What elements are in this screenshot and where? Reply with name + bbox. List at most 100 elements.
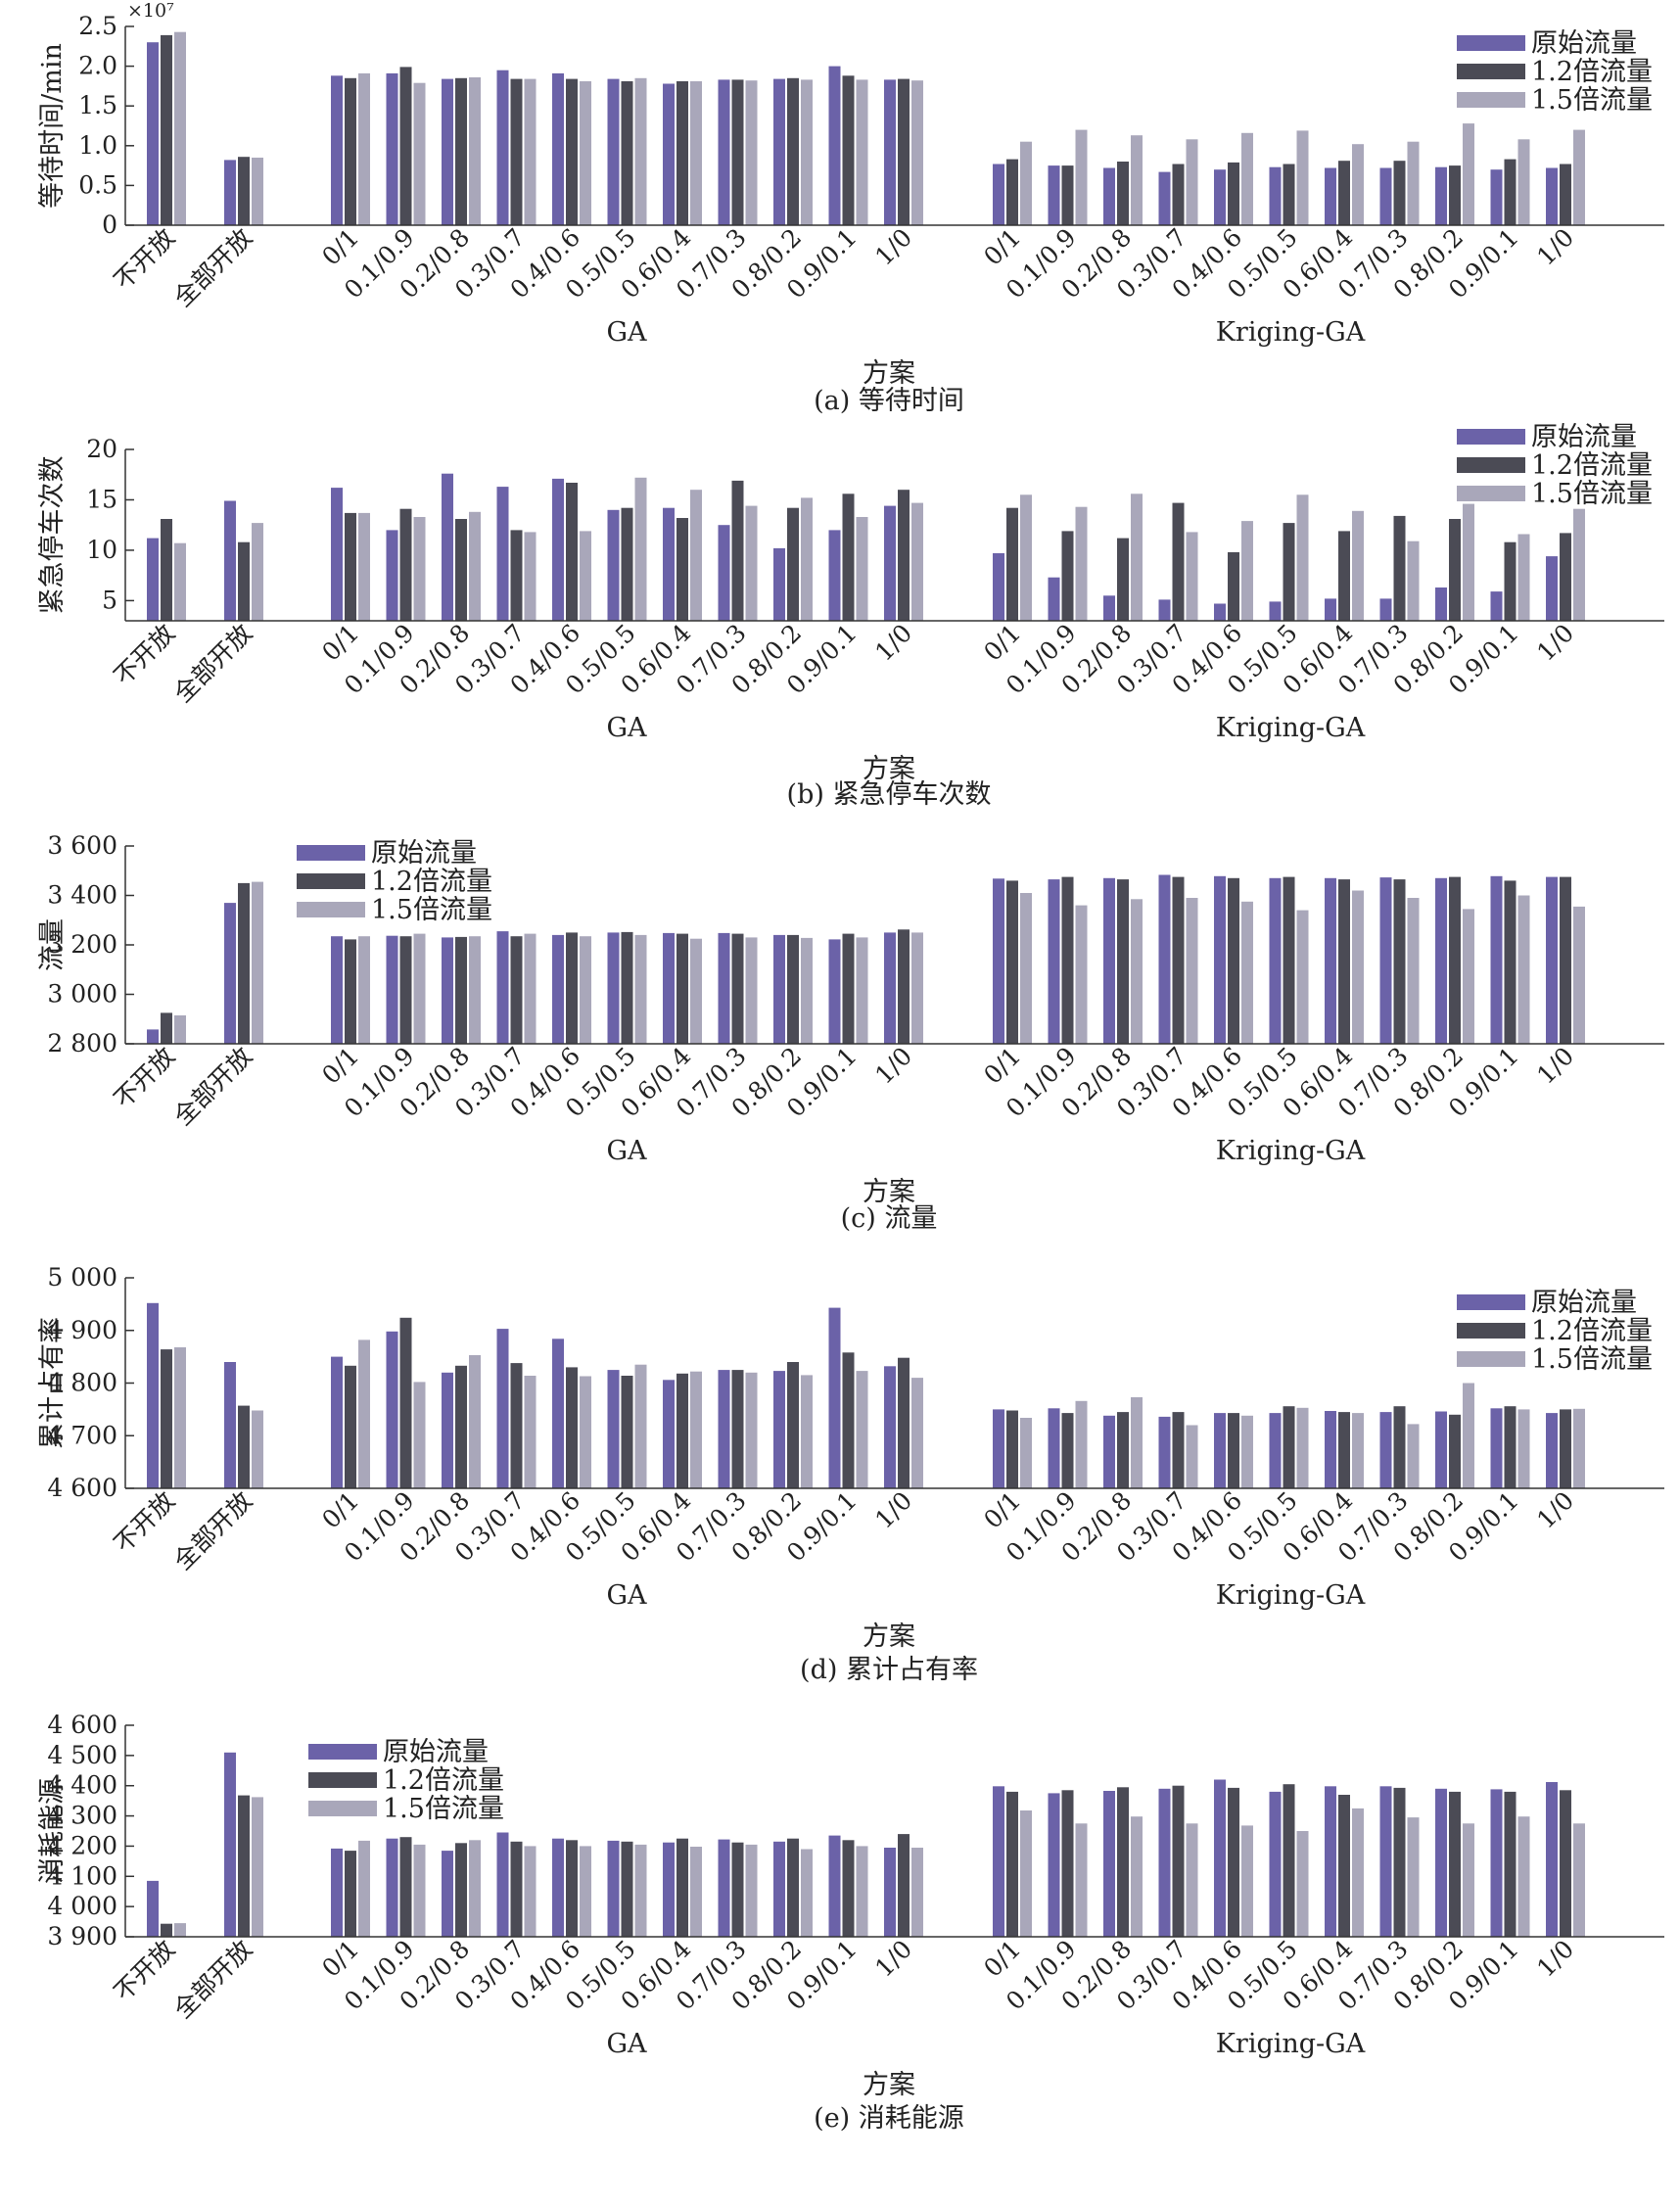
x-tick-label: 不开放	[109, 1935, 181, 2007]
bar-s3-c22	[1463, 1383, 1474, 1488]
bar-s3-c5	[469, 1840, 481, 1937]
bar-s2-c18	[1228, 162, 1239, 225]
bar-s3-c15	[1075, 129, 1088, 225]
bar-s1-c2	[224, 1752, 236, 1937]
x-tick-label: 0/1	[978, 223, 1026, 271]
bar-s2-c10	[731, 480, 744, 621]
legend-swatch	[308, 1772, 377, 1788]
group-label-kriging-ga: Kriging-GA	[1216, 1580, 1366, 1611]
bar-s2-c14	[1006, 1410, 1018, 1488]
bar-s2-c14	[1006, 159, 1018, 225]
y-tick-label: 0.5	[78, 170, 117, 199]
bar-s1-c7	[552, 72, 564, 226]
bar-s1-c17	[1158, 171, 1171, 225]
bar-s2-c1	[161, 1349, 172, 1488]
bar-s1-c17	[1158, 1788, 1171, 1937]
y-tick-label: 2.0	[78, 52, 117, 80]
bar-s3-c18	[1241, 521, 1253, 621]
bar-s1-c4	[386, 72, 398, 226]
legend-swatch	[1457, 64, 1525, 79]
bar-s2-c7	[566, 78, 578, 225]
legend-label: 原始流量	[371, 838, 477, 869]
bar-s1-c20	[1325, 1786, 1336, 1937]
y-tick-label: 4 200	[47, 1831, 117, 1859]
bar-s3-c2	[252, 1410, 263, 1488]
bar-s2-c5	[455, 519, 467, 621]
bar-s1-c8	[607, 932, 620, 1044]
bar-s2-c18	[1228, 877, 1239, 1044]
y-tick-label: 15	[86, 485, 117, 513]
bar-s1-c17	[1158, 599, 1171, 621]
legend-label: 原始流量	[1531, 1288, 1637, 1318]
bar-s1-c19	[1269, 1413, 1282, 1488]
legend-label: 1.5倍流量	[371, 895, 492, 925]
bar-s3-c21	[1407, 1817, 1420, 1937]
bar-s1-c2	[224, 903, 236, 1044]
bar-s1-c22	[1435, 166, 1447, 225]
bar-s1-c19	[1269, 877, 1282, 1044]
bar-s2-c4	[399, 1837, 412, 1937]
bar-s1-c24	[1546, 167, 1558, 225]
bar-s2-c9	[677, 933, 688, 1044]
bar-s1-c11	[773, 1371, 785, 1488]
bar-s3-c5	[469, 936, 481, 1044]
bar-s1-c4	[386, 530, 398, 621]
bar-s1-c23	[1490, 1408, 1503, 1488]
bar-s1-c16	[1103, 877, 1115, 1044]
bar-s2-c3	[345, 1851, 356, 1937]
bar-s2-c3	[345, 1365, 356, 1488]
y-multiplier: ×10⁷	[127, 0, 174, 22]
bar-s1-c20	[1325, 877, 1336, 1044]
bar-s2-c12	[842, 1352, 855, 1488]
bar-s3-c22	[1463, 123, 1474, 225]
bar-s3-c12	[856, 937, 868, 1044]
bar-s1-c21	[1379, 167, 1392, 225]
legend-label: 原始流量	[1531, 28, 1637, 59]
bar-s1-c9	[663, 1380, 675, 1488]
bar-s2-c10	[731, 933, 744, 1044]
group-label-kriging-ga: Kriging-GA	[1216, 317, 1366, 348]
bar-s2-c5	[455, 1843, 467, 1937]
bar-s3-c5	[469, 1355, 481, 1488]
chart-caption: (a) 等待时间	[814, 386, 964, 416]
bar-s3-c6	[524, 933, 537, 1044]
bar-s1-c5	[442, 78, 453, 225]
bar-s2-c22	[1449, 1791, 1461, 1937]
bar-s3-c16	[1131, 1397, 1143, 1488]
legend-swatch	[1457, 457, 1525, 473]
bar-s3-c24	[1573, 129, 1585, 225]
group-label-ga: GA	[606, 2029, 647, 2059]
bar-s3-c22	[1463, 503, 1474, 621]
legend-swatch	[1457, 1294, 1525, 1310]
legend-swatch	[297, 845, 365, 861]
bar-s1-c9	[663, 507, 675, 621]
bar-s3-c8	[634, 477, 647, 621]
bar-s3-c9	[690, 81, 702, 225]
bar-s3-c13	[911, 80, 923, 225]
bars	[147, 473, 1585, 621]
bar-s1-c20	[1325, 167, 1336, 225]
x-tick-label: 0/1	[978, 1935, 1026, 1983]
legend-label: 1.2倍流量	[383, 1765, 504, 1796]
bar-s3-c18	[1241, 1415, 1253, 1488]
bar-s2-c4	[399, 936, 412, 1044]
bar-s3-c8	[634, 934, 647, 1044]
bar-s2-c2	[238, 157, 250, 225]
bar-s1-c16	[1103, 1791, 1115, 1937]
group-label-ga: GA	[606, 1580, 647, 1611]
y-tick-label: 4 600	[47, 1711, 117, 1739]
x-tick-label: 0/1	[316, 1935, 364, 1983]
y-tick-label: 10	[86, 536, 117, 564]
bar-s2-c17	[1172, 1412, 1185, 1488]
bar-s3-c3	[358, 936, 370, 1044]
bars	[147, 1752, 1585, 1937]
bar-s1-c9	[663, 83, 675, 225]
bar-s1-c19	[1269, 166, 1282, 225]
bar-s3-c12	[856, 1846, 868, 1937]
chart-caption: (c) 流量	[841, 1203, 938, 1234]
bar-s3-c20	[1352, 1413, 1364, 1488]
